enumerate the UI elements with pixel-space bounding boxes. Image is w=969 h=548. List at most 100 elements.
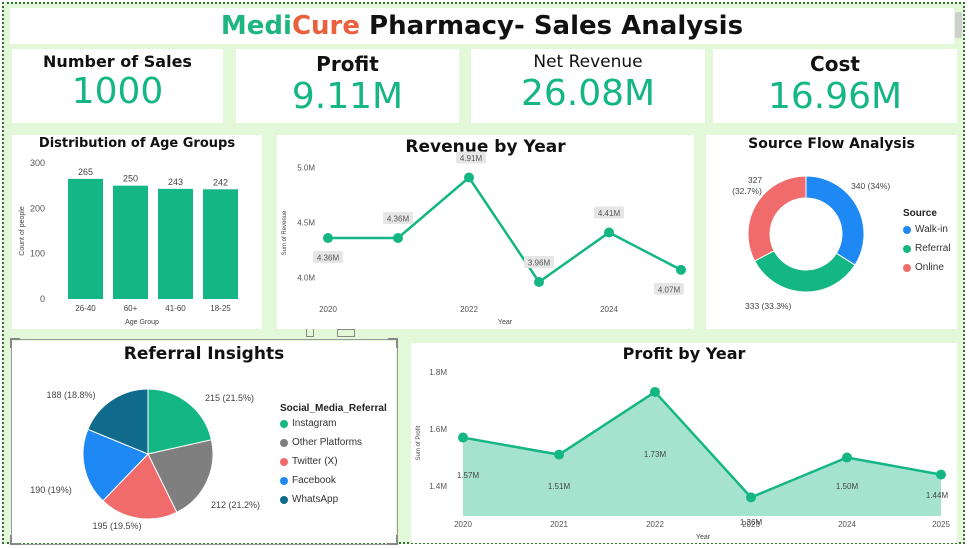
legend-item[interactable]: Twitter (X) <box>280 456 338 467</box>
resize-handle-top-right[interactable] <box>388 338 398 348</box>
y-tick-label: 300 <box>30 158 45 168</box>
data-label-bg <box>594 206 624 219</box>
data-point <box>323 233 333 243</box>
kpi-card-profit[interactable]: Profit 9.11M <box>236 49 459 123</box>
pie-slice <box>87 388 149 455</box>
kpi-card-net-revenue[interactable]: Net Revenue 26.08M <box>471 49 705 123</box>
y-tick-label: 100 <box>30 249 45 259</box>
donut-slice <box>753 250 856 293</box>
legend-label: Other Platforms <box>292 437 363 448</box>
visual-header-icon[interactable] <box>306 329 314 337</box>
kpi-card-sales[interactable]: Number of Sales 1000 <box>12 49 223 123</box>
resize-handle-bottom-right[interactable] <box>388 535 398 545</box>
profit-card[interactable]: Profit by Year 1.4M 1.6M 1.8M 2020 2021 2022 2… <box>411 343 957 543</box>
kpi-value: 16.96M <box>767 76 903 117</box>
data-label-bg <box>654 282 684 295</box>
data-label-bg <box>313 251 343 263</box>
resize-handle-top-left[interactable] <box>10 338 20 348</box>
x-tick-label: 2023 <box>742 520 760 529</box>
chart-title: Distribution of Age Groups <box>38 136 236 151</box>
data-label: 265 <box>78 167 93 177</box>
scrollbar-thumb[interactable] <box>955 12 962 38</box>
revenue-card[interactable]: Revenue by Year 4.0M 4.5M 5.0M 2020 2022 2024… <box>277 135 694 329</box>
data-label: 3.96M <box>528 259 551 268</box>
profit-area-chart: 1.4M 1.6M 1.8M 2020 2021 2022 2023 2024 2025 1.57… <box>416 368 950 541</box>
x-tick-label: 2022 <box>460 305 478 314</box>
data-label: 1.57M <box>457 471 480 480</box>
legend-item[interactable]: Other Platforms <box>280 437 362 448</box>
pie-slice <box>147 388 213 455</box>
y-tick-label: 1.4M <box>429 482 447 491</box>
slice-label: 212 (21.2%) <box>211 500 260 510</box>
x-axis-label: Year <box>696 534 711 541</box>
x-tick-label: 26-40 <box>75 304 96 313</box>
legend-swatch <box>280 438 288 447</box>
pie-slice <box>82 428 149 502</box>
slice-label: 188 (18.8%) <box>46 390 95 400</box>
data-point <box>842 452 852 463</box>
source-flow-card[interactable]: Source Flow Analysis 340 (34%) 333 (33.3%… <box>706 135 957 329</box>
referral-pie-chart: 215 (21.5%) 212 (21.2%) 195 (19.5%) 190 (19… <box>30 388 260 531</box>
slice-label: 333 (33.3%) <box>745 301 791 311</box>
page-title: MediCure Pharmacy- Sales Analysis <box>221 11 743 41</box>
kpi-label: Net Revenue <box>533 52 643 72</box>
legend-swatch <box>280 495 288 504</box>
x-tick-label: 18-25 <box>210 304 231 313</box>
kpi-label: Cost <box>810 52 860 76</box>
legend-item[interactable]: Instagram <box>280 418 336 429</box>
data-point <box>458 432 468 443</box>
kpi-card-cost[interactable]: Cost 16.96M <box>713 49 957 123</box>
y-tick-label: 5.0M <box>297 164 315 173</box>
resize-handle-bottom-left[interactable] <box>10 535 20 545</box>
legend-item[interactable]: Referral <box>903 243 951 254</box>
legend-label: Twitter (X) <box>292 456 338 467</box>
kpi-value: 26.08M <box>520 73 656 114</box>
legend-label: WhatsApp <box>292 494 339 505</box>
data-label: 250 <box>123 174 138 184</box>
slice-label: 195 (19.5%) <box>92 521 141 531</box>
kpi-label: Profit <box>316 52 379 76</box>
legend-swatch <box>280 476 288 485</box>
y-tick-label: 1.8M <box>429 368 447 377</box>
data-label: 1.44M <box>926 491 949 500</box>
data-point <box>676 264 686 275</box>
x-axis-label: Year <box>498 319 513 326</box>
donut-slice <box>747 175 807 262</box>
data-point <box>936 469 946 480</box>
dashboard-title-bar: MediCure Pharmacy- Sales Analysis <box>10 8 954 44</box>
y-tick-label: 1.6M <box>429 425 447 434</box>
legend-item[interactable]: WhatsApp <box>280 494 338 505</box>
legend-swatch <box>903 244 911 253</box>
bar <box>203 189 238 299</box>
slice-label: 340 (34%) <box>851 181 890 191</box>
data-label-bg <box>524 256 554 268</box>
data-point <box>650 386 660 397</box>
bar <box>113 185 148 299</box>
bar <box>68 178 103 299</box>
y-tick-label: 200 <box>30 203 45 213</box>
legend-item[interactable]: Walk-in <box>903 224 948 235</box>
x-tick-label: 2021 <box>550 520 568 529</box>
referral-card[interactable]: Referral Insights 215 (21.5%) 212 (21.2%)… <box>12 341 396 543</box>
data-label: 1.73M <box>644 450 667 459</box>
source-donut-chart: 340 (34%) 333 (33.3%) 327(32.7%) <box>732 175 890 311</box>
data-point <box>534 277 544 287</box>
data-point <box>393 233 403 243</box>
chart-title: Source Flow Analysis <box>748 136 915 152</box>
legend-item[interactable]: Facebook <box>280 475 336 486</box>
age-groups-card[interactable]: Distribution of Age Groups 0 100 200 300 265… <box>12 135 262 329</box>
profit-line <box>462 390 942 499</box>
x-tick-label: 2020 <box>454 520 472 529</box>
kpi-value: 1000 <box>71 71 164 112</box>
y-tick-label: 4.0M <box>297 274 315 283</box>
x-tick-label: 2022 <box>646 520 664 529</box>
x-axis-label: Age Group <box>125 319 159 326</box>
slice-label: 190 (19%) <box>30 485 72 495</box>
x-tick-label: 2024 <box>600 305 618 314</box>
y-axis-label: Count of people <box>19 206 26 256</box>
data-point <box>464 172 474 183</box>
legend-swatch <box>903 263 911 272</box>
visual-focus-icon[interactable] <box>337 329 355 337</box>
legend-item[interactable]: Online <box>903 262 944 273</box>
title-brand-cure: Cure <box>291 11 360 41</box>
